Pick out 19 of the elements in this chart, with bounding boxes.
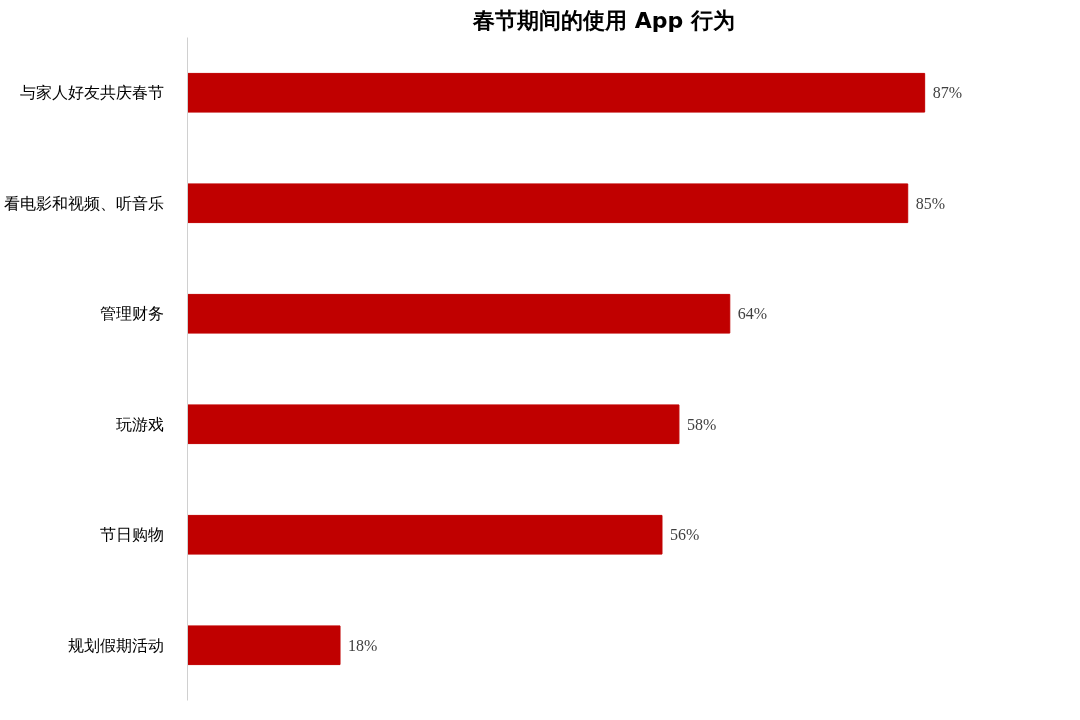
data-label: 85% (915, 194, 946, 212)
data-label: 87% (932, 84, 962, 102)
y-tick-label: 管理财务 (99, 304, 164, 324)
data-label: 18% (348, 636, 378, 654)
chart-title: 春节期间的使用 App 行为 (472, 7, 735, 33)
data-label: 64% (737, 305, 768, 323)
bar (187, 183, 909, 224)
bar (187, 293, 731, 334)
bar (187, 514, 663, 555)
data-label: 58% (686, 415, 717, 433)
bar (187, 72, 926, 113)
y-tick-label: 玩游戏 (115, 414, 164, 434)
y-tick-label: 规划假期活动 (67, 635, 164, 655)
y-tick-label: 节日购物 (99, 525, 164, 545)
y-tick-label: 与家人好友共庆春节 (19, 83, 164, 103)
data-label: 56% (670, 526, 700, 544)
y-tick-label: 看电影和视频、听音乐 (3, 193, 164, 213)
bar (187, 625, 341, 666)
bar (187, 404, 680, 445)
